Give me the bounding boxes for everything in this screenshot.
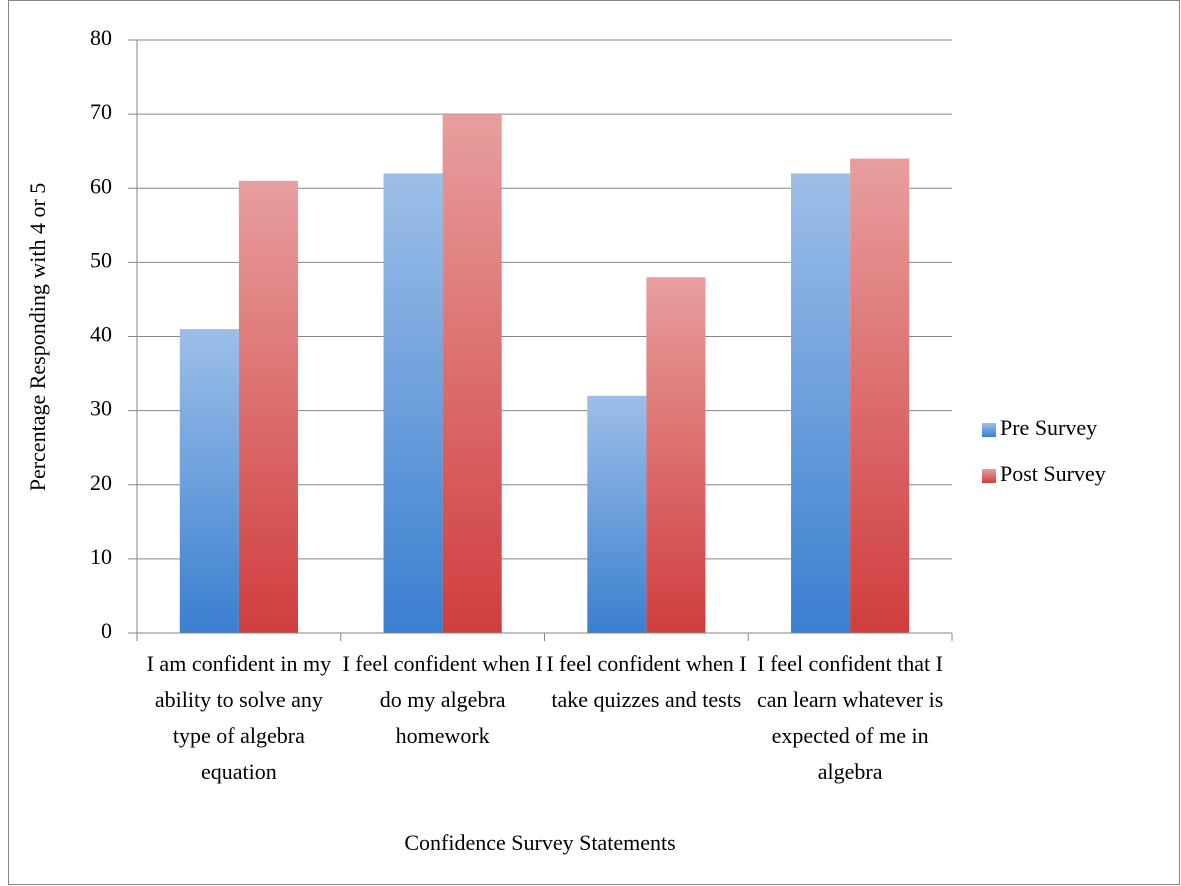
bar bbox=[383, 173, 443, 634]
y-tick-label: 70 bbox=[90, 99, 112, 124]
legend-label: Pre Survey bbox=[1000, 415, 1097, 440]
y-tick-label: 20 bbox=[90, 470, 112, 495]
bar bbox=[179, 329, 239, 633]
y-tick-label: 10 bbox=[90, 544, 112, 569]
x-axis-title: Confidence Survey Statements bbox=[404, 830, 675, 855]
y-tick-label: 80 bbox=[90, 25, 112, 50]
chart-border bbox=[8, 0, 1180, 885]
bar bbox=[442, 114, 502, 633]
x-tick-label: I am confident in my ability to solve any… bbox=[147, 651, 332, 784]
bar bbox=[850, 158, 910, 633]
bar bbox=[238, 180, 298, 633]
legend-swatch bbox=[982, 469, 996, 483]
legend-swatch bbox=[982, 423, 996, 437]
y-tick-label: 60 bbox=[90, 173, 112, 198]
legend-label: Post Survey bbox=[1000, 461, 1106, 486]
y-axis-title: Percentage Responding with 4 or 5 bbox=[25, 183, 50, 492]
bar bbox=[587, 395, 647, 633]
y-tick-label: 40 bbox=[90, 322, 112, 347]
y-tick-label: 30 bbox=[90, 396, 112, 421]
bar bbox=[646, 277, 706, 633]
y-tick-label: 0 bbox=[101, 618, 112, 643]
y-tick-label: 50 bbox=[90, 247, 112, 272]
bar bbox=[791, 173, 851, 634]
